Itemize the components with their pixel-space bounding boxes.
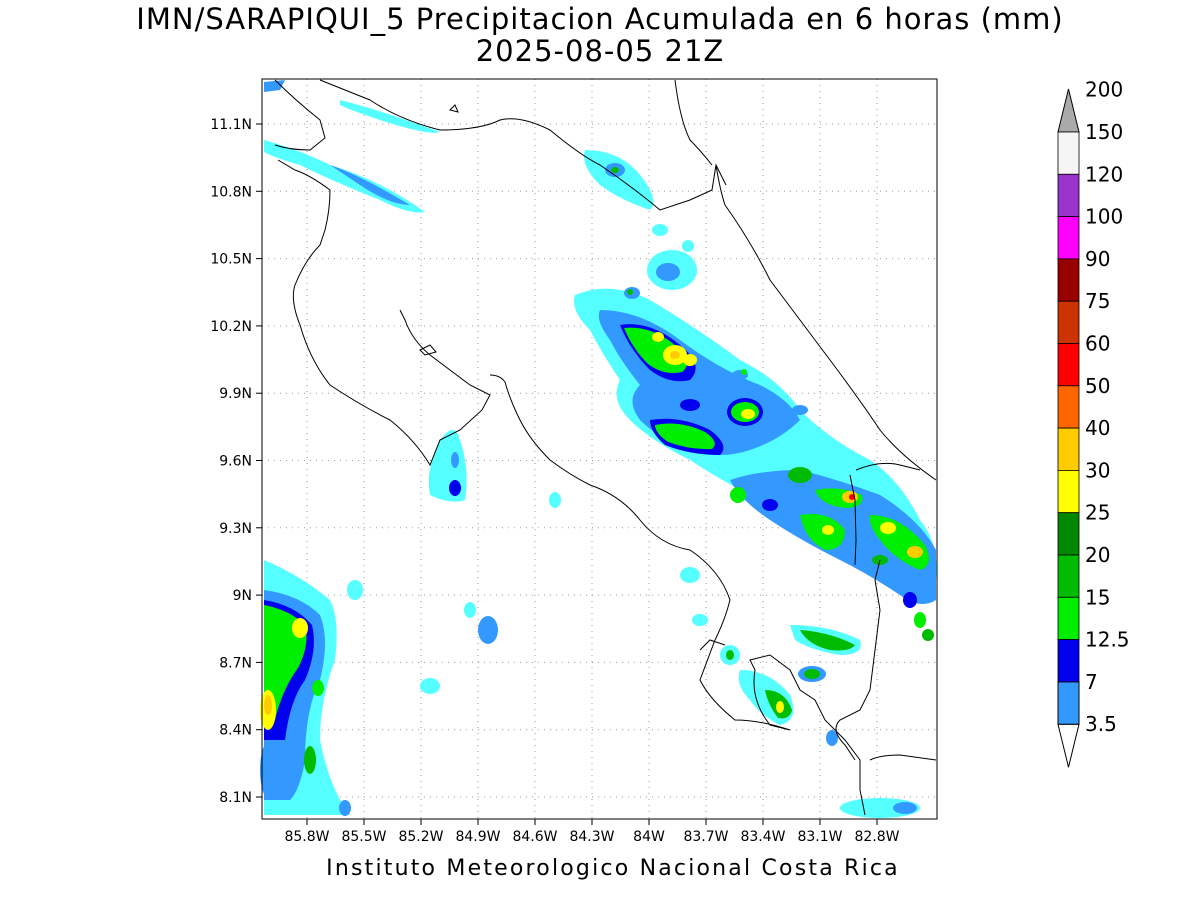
colorbar-label: 150 — [1085, 120, 1123, 144]
colorbar-box-outline — [1057, 681, 1080, 725]
map-title: IMN/SARAPIQUI_5 Precipitacion Acumulada … — [136, 2, 1064, 36]
colorbar-box — [1057, 639, 1080, 683]
lon-tick-label: 84.9W — [455, 829, 500, 845]
colorbar-label: 75 — [1085, 289, 1110, 313]
lon-tick-label: 85.5W — [341, 829, 386, 845]
colorbar-label: 7 — [1085, 670, 1098, 694]
lat-tick-label: 9.6N — [219, 454, 252, 470]
lon-tick-label: 82.8W — [854, 829, 899, 845]
lon-tick-label: 84.6W — [512, 829, 557, 845]
colorbar-label: 40 — [1085, 416, 1110, 440]
colorbar-label: 50 — [1085, 374, 1110, 398]
colorbar-box — [1057, 385, 1080, 429]
colorbar-label: 100 — [1085, 205, 1123, 229]
colorbar-box — [1057, 469, 1080, 514]
colorbar-box — [1057, 554, 1080, 598]
lat-tick-label: 11.1N — [210, 117, 252, 133]
precipitation-field — [260, 80, 937, 818]
lon-tick-label: 83.1W — [797, 829, 842, 845]
colorbar-label: 20 — [1085, 543, 1110, 567]
colorbar-box — [1057, 343, 1080, 387]
lon-tick-label: 85.2W — [398, 829, 443, 845]
colorbar-box — [1057, 596, 1080, 640]
colorbar-box — [1057, 131, 1080, 175]
lat-tick-label: 8.4N — [219, 723, 252, 739]
colorbar-top-triangle — [1057, 88, 1080, 133]
colorbar-label: 25 — [1085, 501, 1110, 525]
colorbar-box — [1057, 300, 1080, 344]
longitude-axis: 85.8W 85.5W 85.2W 84.9W 84.6W 84.3W 84W 83.7W 83… — [284, 819, 900, 845]
lon-tick-label: 83.7W — [683, 829, 728, 845]
lat-tick-label: 9.9N — [219, 386, 252, 402]
colorbar-label: 15 — [1085, 585, 1110, 609]
lon-tick-label: 85.8W — [284, 829, 329, 845]
lat-tick-label: 8.1N — [219, 790, 252, 806]
colorbar-box — [1057, 512, 1080, 556]
lat-tick-label: 8.7N — [219, 655, 252, 671]
map-footer-credit: Instituto Meteorologico Nacional Costa R… — [326, 856, 900, 881]
colorbar-box — [1057, 173, 1080, 218]
lon-tick-label: 84.3W — [569, 829, 614, 845]
lat-tick-label: 9.3N — [219, 521, 252, 537]
colorbar-label: 60 — [1085, 332, 1110, 356]
colorbar-label: 200 — [1085, 78, 1123, 102]
colorbar-label: 12.5 — [1085, 628, 1130, 652]
lat-tick-label: 9N — [233, 588, 252, 604]
colorbar-label: 120 — [1085, 162, 1123, 186]
colorbar-box — [1057, 681, 1080, 725]
colorbar-label: 30 — [1085, 458, 1110, 482]
colorbar-bottom-triangle — [1057, 723, 1080, 768]
lon-tick-label: 84W — [633, 829, 665, 845]
colorbar-box — [1057, 216, 1080, 260]
colorbar: 3.5 7 12.5 15 20 25 30 40 50 60 75 90 100 120 150 200 — [1057, 78, 1130, 768]
lat-tick-label: 10.8N — [210, 184, 252, 200]
lat-tick-label: 10.2N — [210, 319, 252, 335]
lon-tick-label: 83.4W — [740, 829, 785, 845]
coastlines — [274, 79, 937, 816]
lat-tick-label: 10.5N — [210, 252, 252, 268]
colorbar-box — [1057, 258, 1080, 302]
colorbar-label: 3.5 — [1085, 712, 1117, 736]
map-subtitle: 2025-08-05 21Z — [475, 34, 725, 68]
latitude-axis: 11.1N 10.8N 10.5N 10.2N 9.9N 9.6N 9.3N 9N 8.7N 8.… — [210, 117, 262, 806]
colorbar-label: 90 — [1085, 247, 1110, 271]
map-frame — [261, 78, 938, 820]
colorbar-box — [1057, 427, 1080, 471]
